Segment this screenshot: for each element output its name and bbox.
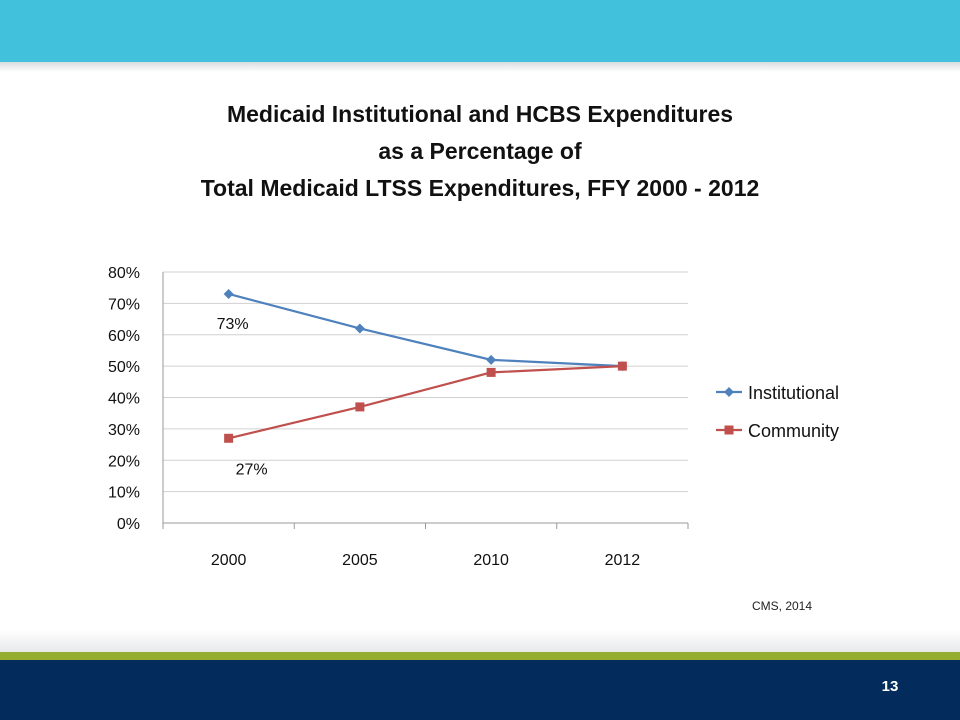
title-line-3: Total Medicaid LTSS Expenditures, FFY 20… — [200, 175, 760, 201]
page-number: 13 — [881, 678, 899, 695]
series — [223, 288, 628, 443]
data-point — [224, 433, 234, 443]
series-line — [228, 292, 623, 368]
x-tick-label: 2000 — [211, 552, 247, 569]
legend-marker — [724, 425, 734, 435]
footer-band — [0, 660, 960, 720]
header-shadow — [0, 62, 960, 72]
axes: 0% 10% 20% 30% 40% 50% 60% 70% 80% 2000 2005 2010 20… — [108, 265, 689, 569]
data-label: 73% — [217, 316, 249, 333]
series-community — [224, 361, 627, 443]
gridlines — [163, 271, 688, 493]
slide-title: Medicaid Institutional and HCBS Expendit… — [0, 96, 960, 207]
data-point — [354, 323, 365, 334]
legend: Institutional Community — [716, 383, 839, 441]
series-institutional — [223, 288, 628, 372]
y-tick-label: 70% — [108, 296, 140, 313]
y-tick-label: 0% — [117, 516, 140, 533]
y-tick-label: 40% — [108, 391, 140, 408]
header-band — [0, 0, 960, 62]
data-point — [223, 288, 234, 299]
data-point — [486, 367, 496, 377]
y-tick-label: 60% — [108, 328, 140, 345]
legend-label: Community — [748, 421, 839, 441]
data-point — [486, 354, 497, 365]
y-tick-label: 20% — [108, 453, 140, 470]
series-line — [228, 365, 623, 440]
title-line-1: Medicaid Institutional and HCBS Expendit… — [226, 101, 734, 127]
data-labels: 73% 27% — [217, 316, 268, 478]
x-tick-label: 2012 — [605, 552, 641, 569]
y-tick-label: 30% — [108, 422, 140, 439]
data-label: 27% — [236, 461, 268, 478]
footer-accent-stripe — [0, 652, 960, 660]
x-tick-label: 2005 — [342, 552, 378, 569]
legend-label: Institutional — [748, 383, 839, 403]
legend-marker — [724, 387, 734, 397]
y-tick-label: 10% — [108, 485, 140, 502]
data-point — [617, 361, 627, 371]
source-note: CMS, 2014 — [752, 599, 813, 613]
y-tick-label: 50% — [108, 359, 140, 376]
title-line-2: as a Percentage of — [378, 138, 582, 164]
footer-shadow — [0, 630, 960, 652]
y-tick-label: 80% — [108, 265, 140, 282]
x-tick-label: 2010 — [473, 552, 509, 569]
data-point — [355, 402, 365, 412]
